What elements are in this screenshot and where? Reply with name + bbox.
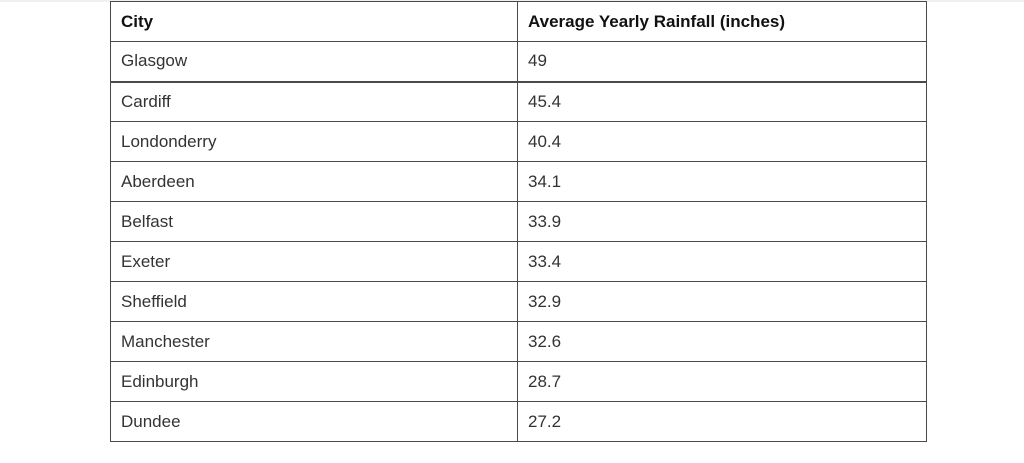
table-row: Belfast 33.9 (110, 201, 927, 242)
table-row: Exeter 33.4 (110, 241, 927, 282)
city-cell: Cardiff (110, 81, 518, 122)
city-cell: Sheffield (110, 281, 518, 322)
rainfall-cell: 34.1 (517, 161, 927, 202)
city-cell: Exeter (110, 241, 518, 282)
rainfall-cell: 33.4 (517, 241, 927, 282)
city-cell: Manchester (110, 321, 518, 362)
table-body: Glasgow 49 Cardiff 45.4 Londonderry 40.4… (110, 41, 927, 442)
rainfall-cell: 45.4 (517, 81, 927, 122)
table-row: Glasgow 49 (110, 41, 927, 83)
table-row: Cardiff 45.4 (110, 81, 927, 122)
table-row: Sheffield 32.9 (110, 281, 927, 322)
table-row: Edinburgh 28.7 (110, 361, 927, 402)
table-row: Dundee 27.2 (110, 401, 927, 442)
table-row: Aberdeen 34.1 (110, 161, 927, 202)
header-city: City (110, 1, 518, 42)
city-cell: Dundee (110, 401, 518, 442)
city-cell: Londonderry (110, 121, 518, 162)
rainfall-cell: 33.9 (517, 201, 927, 242)
city-cell: Edinburgh (110, 361, 518, 402)
table-row: Manchester 32.6 (110, 321, 927, 362)
table-row: Londonderry 40.4 (110, 121, 927, 162)
rainfall-cell: 32.9 (517, 281, 927, 322)
city-cell: Aberdeen (110, 161, 518, 202)
rainfall-cell: 40.4 (517, 121, 927, 162)
rainfall-cell: 32.6 (517, 321, 927, 362)
city-cell: Glasgow (110, 41, 518, 83)
city-cell: Belfast (110, 201, 518, 242)
rainfall-cell: 27.2 (517, 401, 927, 442)
rainfall-cell: 49 (517, 41, 927, 83)
header-row: City Average Yearly Rainfall (inches) (110, 1, 927, 42)
table-header: City Average Yearly Rainfall (inches) (110, 1, 927, 42)
header-rainfall: Average Yearly Rainfall (inches) (517, 1, 927, 42)
rainfall-table: City Average Yearly Rainfall (inches) Gl… (110, 1, 927, 442)
rainfall-cell: 28.7 (517, 361, 927, 402)
